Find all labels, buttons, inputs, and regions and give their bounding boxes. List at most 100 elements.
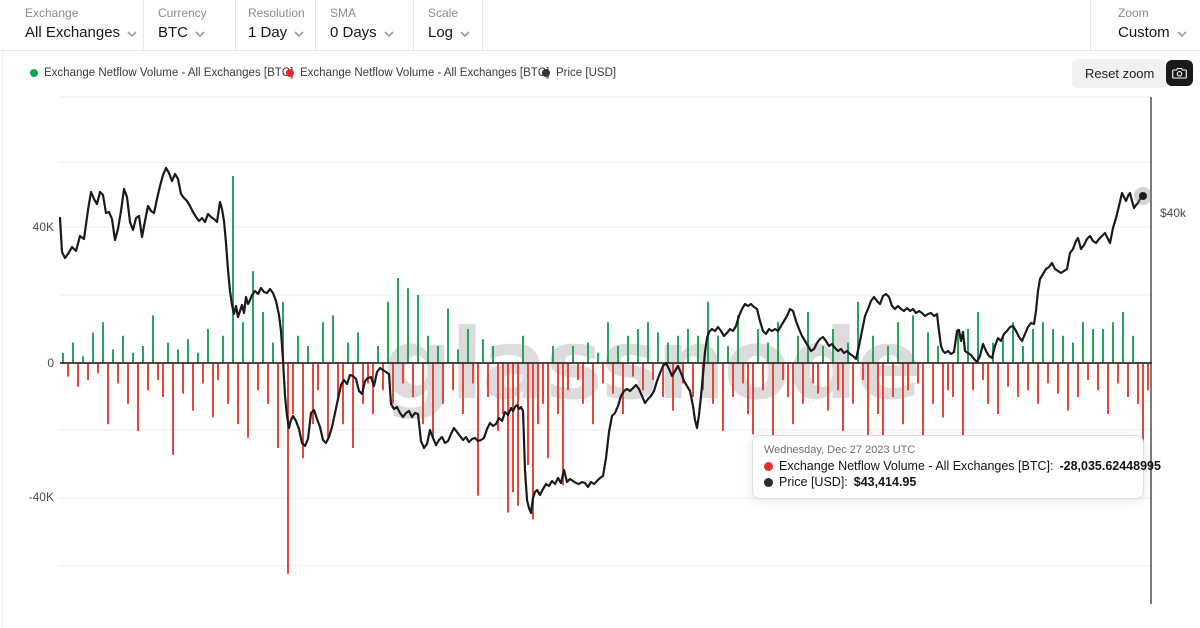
- netflow-bar: [817, 363, 819, 394]
- netflow-bar: [717, 335, 719, 363]
- netflow-bar: [1082, 322, 1084, 363]
- zoom-label: Zoom: [1118, 6, 1149, 20]
- netflow-bar: [112, 349, 114, 363]
- y-axis-tick-0: 0: [47, 356, 54, 370]
- netflow-bar: [1017, 363, 1019, 397]
- chevron-down-icon: [460, 30, 470, 37]
- netflow-bar: [927, 332, 929, 363]
- netflow-bar: [242, 322, 244, 363]
- netflow-bar: [1042, 322, 1044, 363]
- netflow-bar: [1137, 363, 1139, 404]
- netflow-bar: [477, 363, 479, 496]
- legend-row: Exchange Netflow Volume - All Exchanges …: [0, 51, 1200, 91]
- netflow-bar: [227, 363, 229, 404]
- netflow-bar: [697, 335, 699, 363]
- netflow-bar: [507, 363, 509, 513]
- netflow-bar: [722, 363, 724, 431]
- netflow-bar: [1037, 363, 1039, 404]
- sma-dropdown[interactable]: SMA 0 Days: [330, 0, 394, 50]
- netflow-bar: [382, 363, 384, 391]
- chart-tooltip: Wednesday, Dec 27 2023 UTC Exchange Netf…: [752, 435, 1161, 499]
- exchange-dropdown[interactable]: Exchange All Exchanges: [25, 0, 137, 50]
- resolution-value: 1 Day: [248, 24, 288, 41]
- netflow-bar: [452, 363, 454, 391]
- netflow-bar: [932, 363, 934, 404]
- legend-item-netflow-positive[interactable]: Exchange Netflow Volume - All Exchanges …: [30, 67, 293, 79]
- green-dot-icon: [30, 69, 38, 77]
- netflow-bar: [767, 342, 769, 363]
- netflow-bar: [757, 329, 759, 363]
- netflow-bar: [447, 308, 449, 363]
- camera-screenshot-button[interactable]: [1166, 60, 1193, 86]
- netflow-bar: [342, 363, 344, 425]
- netflow-bar: [87, 363, 89, 380]
- netflow-bar: [122, 335, 124, 363]
- netflow-bar: [752, 363, 754, 435]
- netflow-bar: [162, 363, 164, 397]
- netflow-bar: [957, 329, 959, 363]
- netflow-bar: [352, 363, 354, 448]
- netflow-bar: [782, 363, 784, 380]
- netflow-bar: [217, 363, 219, 380]
- scale-label: Scale: [428, 6, 459, 20]
- netflow-bar: [92, 332, 94, 363]
- netflow-bar: [777, 322, 779, 363]
- netflow-bar: [442, 363, 444, 404]
- netflow-bar: [487, 363, 489, 397]
- netflow-bar: [842, 363, 844, 431]
- netflow-bar: [292, 363, 294, 414]
- netflow-bar: [867, 363, 869, 448]
- netflow-bar: [1012, 322, 1014, 363]
- netflow-bar: [472, 363, 474, 384]
- netflow-bar: [892, 363, 894, 397]
- netflow-bar: [72, 342, 74, 363]
- netflow-bar: [102, 322, 104, 363]
- netflow-bar: [607, 322, 609, 363]
- netflow-bar: [322, 322, 324, 363]
- legend-item-netflow-negative[interactable]: Exchange Netflow Volume - All Exchanges …: [286, 67, 549, 79]
- netflow-bar: [872, 335, 874, 363]
- reset-zoom-button[interactable]: Reset zoom: [1072, 59, 1168, 88]
- resolution-dropdown[interactable]: Resolution 1 Day: [248, 0, 305, 50]
- netflow-bar: [787, 363, 789, 397]
- netflow-bar: [967, 329, 969, 363]
- netflow-bar: [1117, 363, 1119, 384]
- netflow-bar: [887, 346, 889, 363]
- netflow-bar: [457, 349, 459, 363]
- netflow-bar: [922, 363, 924, 438]
- netflow-bar: [687, 329, 689, 363]
- netflow-bar: [492, 346, 494, 363]
- netflow-bar: [952, 363, 954, 397]
- netflow-bar: [522, 335, 524, 363]
- netflow-bar: [417, 295, 419, 363]
- netflow-bar: [152, 315, 154, 363]
- netflow-bar: [517, 363, 519, 506]
- netflow-bar: [562, 363, 564, 486]
- currency-dropdown[interactable]: Currency BTC: [158, 0, 207, 50]
- netflow-bar: [212, 363, 214, 418]
- netflow-bar: [287, 363, 289, 574]
- netflow-bar: [1142, 363, 1144, 459]
- tooltip-label: Exchange Netflow Volume - All Exchanges …: [779, 459, 1054, 473]
- netflow-bar: [802, 363, 804, 404]
- netflow-bar: [437, 346, 439, 363]
- netflow-bar: [137, 363, 139, 431]
- netflow-bar: [377, 346, 379, 363]
- zoom-dropdown[interactable]: Zoom Custom: [1118, 0, 1187, 50]
- netflow-bar: [117, 363, 119, 384]
- netflow-bar: [912, 315, 914, 363]
- netflow-bar: [147, 363, 149, 391]
- exchange-value: All Exchanges: [25, 24, 121, 41]
- price-marker: [1139, 192, 1147, 200]
- scale-dropdown[interactable]: Scale Log: [428, 0, 470, 50]
- netflow-bar: [917, 363, 919, 384]
- netflow-bar: [1062, 335, 1064, 363]
- netflow-bar: [267, 363, 269, 404]
- netflow-bar: [727, 346, 729, 363]
- legend-item-price[interactable]: Price [USD]: [542, 67, 616, 79]
- netflow-bar: [222, 335, 224, 363]
- netflow-bar: [807, 312, 809, 363]
- netflow-bar: [797, 335, 799, 363]
- red-dot-icon: [764, 461, 773, 471]
